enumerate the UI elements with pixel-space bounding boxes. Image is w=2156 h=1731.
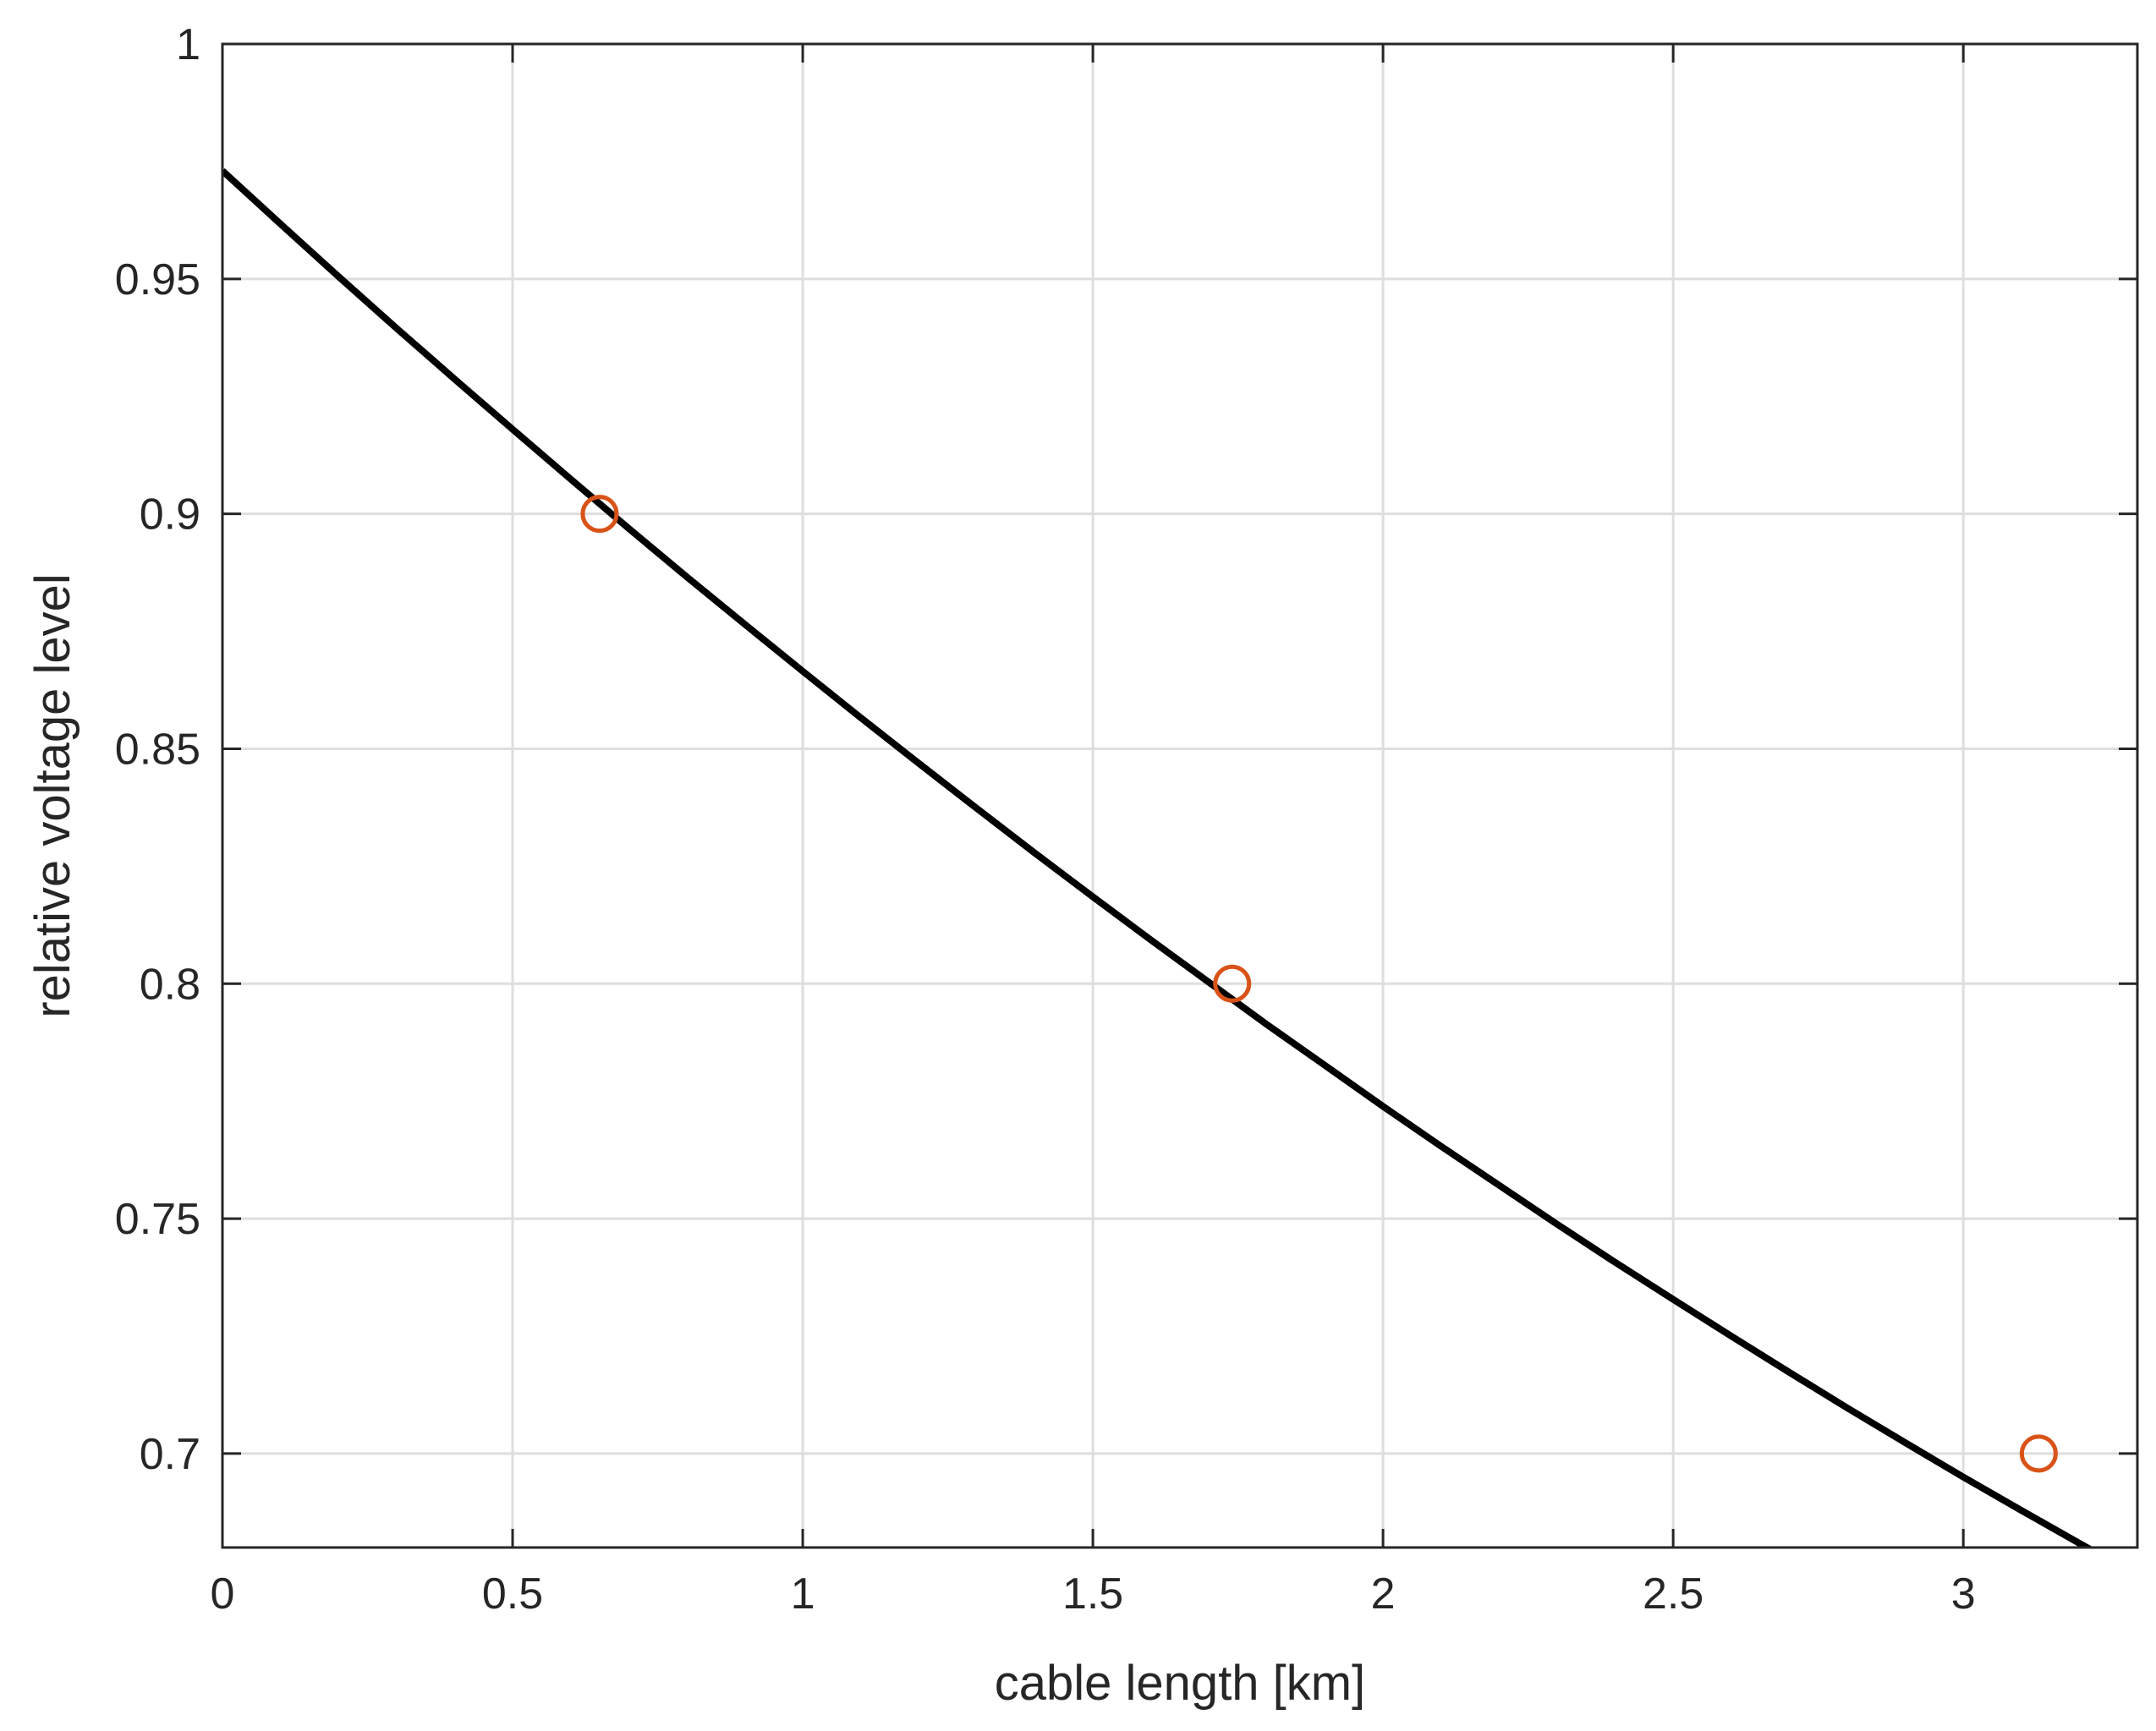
y-tick-label: 0.7: [140, 1430, 200, 1479]
y-axis-label: relative voltage level: [25, 573, 80, 1018]
data-point-marker: [1213, 964, 1252, 1003]
axes: [221, 42, 2139, 1549]
x-tick-label: 2: [1371, 1569, 1396, 1619]
data-point-marker: [580, 495, 619, 534]
plot-area: [222, 168, 2094, 1547]
grid: [222, 44, 2137, 1547]
x-tick-label: 2.5: [1643, 1569, 1703, 1619]
x-tick-label: 0: [211, 1569, 235, 1619]
x-tick-label: 0.5: [482, 1569, 543, 1619]
y-tick-label: 0.9: [140, 490, 200, 540]
axes-box: [221, 42, 2139, 1549]
data-point-marker: [2019, 1434, 2058, 1473]
plot-background: [222, 44, 2137, 1547]
y-tick-label: 0.95: [115, 255, 200, 304]
x-tick-label: 1: [791, 1569, 815, 1619]
voltage-curve: [222, 168, 2094, 1547]
x-tick-label: 1.5: [1062, 1569, 1123, 1619]
y-tick-label: 0.85: [115, 725, 200, 774]
y-tick-label: 1: [176, 20, 200, 69]
x-axis-label: cable length [km]: [995, 1656, 1365, 1711]
y-tick-label: 0.75: [115, 1195, 200, 1244]
y-tick-label: 0.8: [140, 960, 200, 1009]
tick-labels: 0 0.5 1 1.5 2 2.5 3 0.7 0.75 0.8 0.85 0.9 0.95 1: [115, 20, 1976, 1619]
x-tick-label: 3: [1951, 1569, 1976, 1619]
